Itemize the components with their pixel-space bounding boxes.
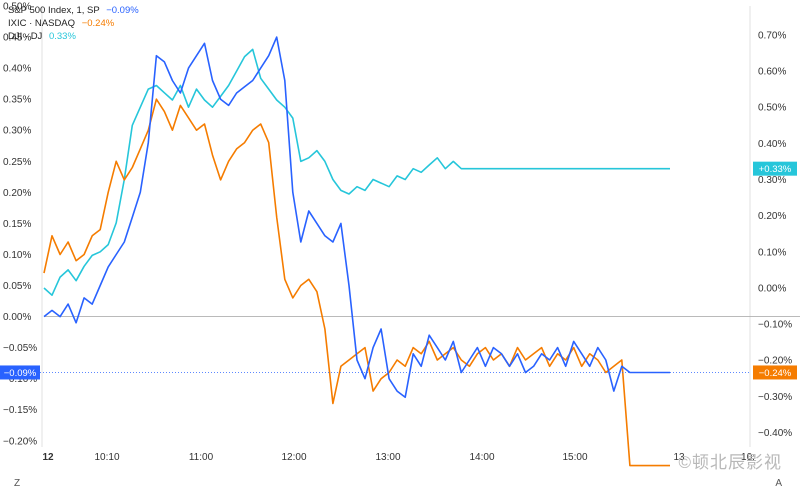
series-line-2 bbox=[43, 48, 670, 297]
grid bbox=[41, 6, 800, 447]
left-tick-label: 0.05% bbox=[3, 281, 31, 292]
left-tick-label: 0.50% bbox=[3, 2, 31, 13]
x-tick-label: 13 bbox=[673, 452, 685, 463]
right-tick-label: 0.30% bbox=[758, 175, 786, 186]
right-tick-label: 0.10% bbox=[758, 247, 786, 258]
sp-badge-bg bbox=[0, 365, 40, 380]
legend-label: IXIC · NASDAQ bbox=[8, 18, 76, 29]
left-tick-label: 0.25% bbox=[3, 157, 31, 168]
x-axis: 12 10:10 11:00 12:00 13:00 14:00 15:00 13 10: bbox=[42, 452, 755, 463]
legend-label: S&P 500 Index, 1, SP bbox=[8, 5, 100, 16]
ixic-badge: −0.24% bbox=[759, 368, 792, 379]
legend-item-dji[interactable]: DJI · DJ 0.33% bbox=[8, 30, 139, 43]
corner-right[interactable]: A bbox=[775, 478, 782, 489]
left-tick-label: 0.35% bbox=[3, 95, 31, 106]
sp-badge: −0.09% bbox=[4, 368, 37, 379]
series-lines bbox=[43, 36, 670, 467]
watermark: ©顿北辰影视 bbox=[678, 453, 782, 472]
dji-badge: +0.33% bbox=[759, 164, 792, 175]
legend-value: 0.33% bbox=[48, 31, 76, 42]
legend-value: −0.24% bbox=[81, 18, 115, 29]
right-tick-label: 0.00% bbox=[758, 283, 786, 294]
legend: S&P 500 Index, 1, SP −0.09% IXIC · NASDA… bbox=[8, 4, 139, 43]
legend-item-sp[interactable]: S&P 500 Index, 1, SP −0.09% bbox=[8, 4, 139, 17]
x-tick-label: 10: bbox=[741, 452, 755, 463]
legend-item-ixic[interactable]: IXIC · NASDAQ −0.24% bbox=[8, 17, 139, 30]
corner-left[interactable]: Z bbox=[14, 478, 21, 489]
right-tick-label: −0.10% bbox=[758, 320, 792, 331]
series-line-0 bbox=[43, 36, 670, 399]
right-tick-label: −0.30% bbox=[758, 392, 792, 403]
right-tick-label: 0.70% bbox=[758, 30, 786, 41]
legend-value: −0.09% bbox=[106, 5, 139, 16]
right-axis: 0.70% 0.60% 0.50% 0.40% 0.30% 0.20% 0.10% 0.00%… bbox=[758, 30, 792, 439]
x-tick-label: 14:00 bbox=[469, 452, 494, 463]
left-tick-label: −0.10% bbox=[3, 374, 37, 385]
left-axis: 0.50% 0.45% 0.40% 0.35% 0.30% 0.25% 0.20% 0.15%… bbox=[3, 2, 37, 448]
left-tick-label: 0.15% bbox=[3, 219, 31, 230]
left-tick-label: 0.30% bbox=[3, 126, 31, 137]
right-tick-label: −0.40% bbox=[758, 428, 792, 439]
x-tick-label: 12 bbox=[42, 452, 54, 463]
left-tick-label: −0.05% bbox=[3, 343, 37, 354]
legend-label: DJI · DJ bbox=[8, 31, 43, 42]
x-tick-label: 11:00 bbox=[189, 452, 214, 463]
left-tick-label: 0.45% bbox=[3, 33, 31, 44]
right-tick-label: 0.50% bbox=[758, 103, 786, 114]
left-tick-label: −0.15% bbox=[3, 405, 37, 416]
ixic-badge-bg bbox=[753, 365, 797, 380]
left-tick-label: 0.20% bbox=[3, 188, 31, 199]
right-tick-label: 0.60% bbox=[758, 67, 786, 78]
value-badges: −0.09% −0.24% +0.33% bbox=[0, 161, 797, 380]
left-tick-label: 0.10% bbox=[3, 250, 31, 261]
left-tick-label: 0.40% bbox=[3, 64, 31, 75]
x-tick-label: 10:10 bbox=[94, 452, 119, 463]
right-tick-label: 0.40% bbox=[758, 139, 786, 150]
x-tick-label: 15:00 bbox=[562, 452, 587, 463]
dji-badge-bg bbox=[753, 161, 797, 176]
x-tick-label: 13:00 bbox=[375, 452, 400, 463]
series-line-1 bbox=[43, 98, 670, 467]
left-tick-label: 0.00% bbox=[3, 312, 31, 323]
right-tick-label: 0.20% bbox=[758, 211, 786, 222]
right-tick-label: −0.20% bbox=[758, 356, 792, 367]
left-tick-label: −0.20% bbox=[3, 436, 37, 447]
x-tick-label: 12:00 bbox=[281, 452, 306, 463]
